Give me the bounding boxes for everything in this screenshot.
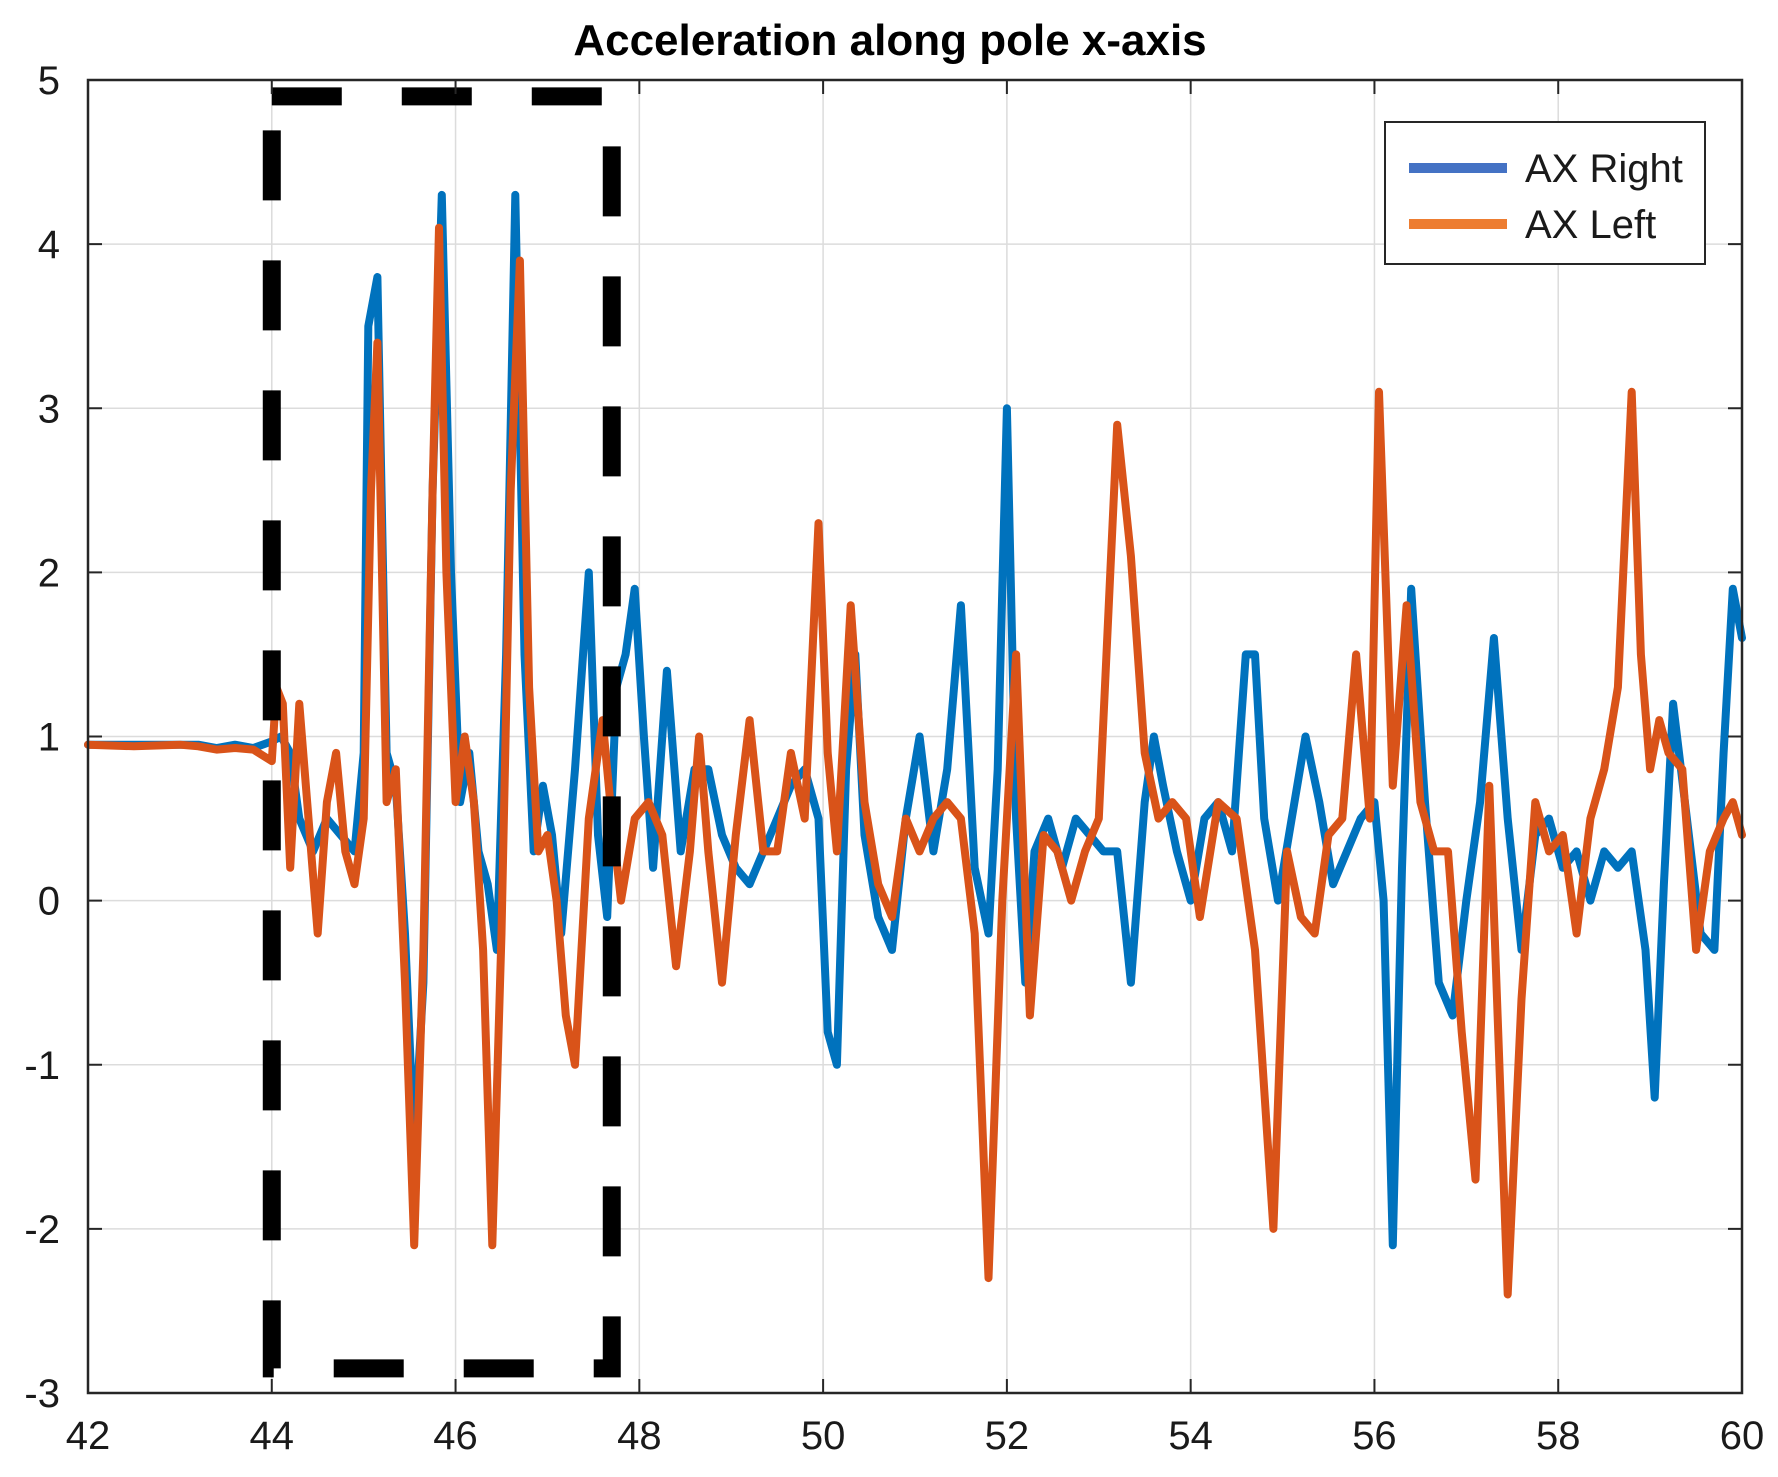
x-tick-label-6: 54 [1168, 1414, 1213, 1458]
x-tick-label-4: 50 [801, 1414, 846, 1458]
x-tick-label-3: 48 [617, 1414, 662, 1458]
chart-title: Acceleration along pole x-axis [573, 16, 1206, 65]
highlight-box [262, 87, 621, 1378]
x-tick-label-1: 44 [250, 1414, 295, 1458]
series-line-ax-left [84, 223, 1746, 1299]
y-tick-label-2: -1 [24, 1044, 60, 1088]
x-tick-label-0: 42 [66, 1414, 111, 1458]
legend-label-1: AX Left [1525, 203, 1656, 247]
y-tick-label-6: 3 [38, 387, 60, 431]
y-tick-label-4: 1 [38, 716, 60, 760]
axis-ticks: 42 44 46 48 50 52 54 56 58 60 -3 -2 -1 0 1 2 3 4 5 [24, 59, 1764, 1458]
y-tick-label-8: 5 [38, 59, 60, 103]
plot-area: 42 44 46 48 50 52 54 56 58 60 -3 -2 -1 0 1 2 3 4 5 [24, 59, 1764, 1458]
x-tick-label-9: 60 [1720, 1414, 1765, 1458]
y-tick-label-7: 4 [38, 223, 60, 267]
x-tick-label-7: 56 [1352, 1414, 1397, 1458]
series-group [84, 190, 1746, 1299]
highlight-box-rect [262, 87, 621, 1378]
legend-box [1384, 121, 1706, 265]
x-tick-label-8: 58 [1536, 1414, 1581, 1458]
y-tick-label-1: -2 [24, 1208, 60, 1252]
x-tick-label-5: 52 [985, 1414, 1030, 1458]
y-tick-label-0: -3 [24, 1372, 60, 1416]
y-tick-label-5: 2 [38, 551, 60, 595]
x-tick-label-2: 46 [433, 1414, 478, 1458]
legend-label-0: AX Right [1525, 147, 1683, 191]
y-tick-label-3: 0 [38, 880, 60, 924]
legend: AX Right AX Left [1384, 121, 1706, 265]
